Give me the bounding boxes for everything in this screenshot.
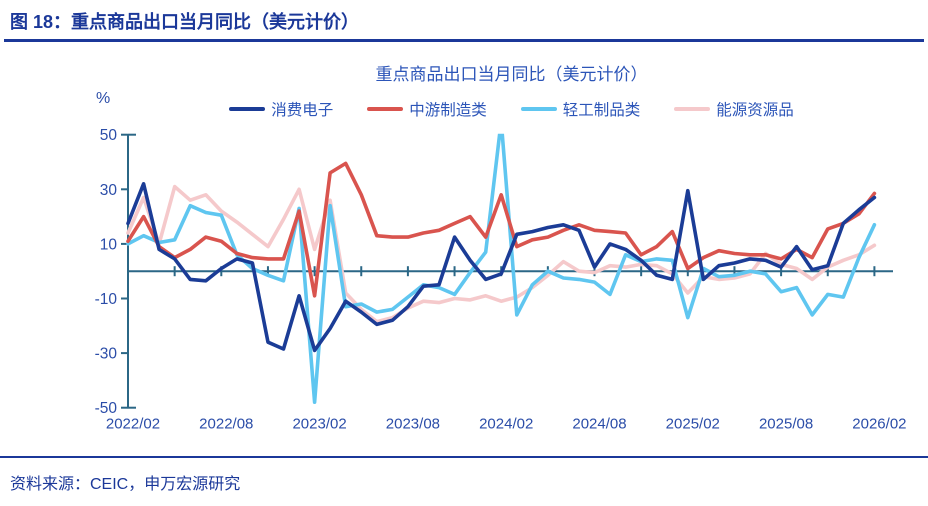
legend-label: 消费电子 (271, 102, 334, 119)
x-tick-label: 2024/02 (479, 416, 533, 433)
y-tick-label: 30 (100, 182, 118, 199)
legend-item[interactable]: 中游制造类 (367, 98, 487, 120)
legend-label: 中游制造类 (409, 102, 487, 119)
x-tick-label: 2023/08 (386, 416, 440, 433)
legend-label: 能源资源品 (716, 102, 794, 119)
legend-item[interactable]: 能源资源品 (674, 98, 794, 120)
x-tick-label: 2022/08 (199, 416, 253, 433)
x-tick-label: 2023/02 (292, 416, 346, 433)
x-tick-label: 2024/08 (572, 416, 626, 433)
legend-swatch (229, 107, 266, 111)
legend-swatch (674, 107, 711, 111)
y-tick-label: -10 (95, 291, 118, 308)
x-tick-label: 2022/02 (106, 416, 160, 433)
y-tick-label: -50 (95, 400, 118, 417)
x-tick-label: 2025/08 (759, 416, 813, 433)
x-tick-label: 2026/02 (852, 416, 906, 433)
chart-legend: 消费电子 中游制造类 轻工制品类 能源资源品 (128, 98, 895, 120)
series-line-消费电子[interactable] (126, 182, 877, 353)
figure-title: 图 18：重点商品出口当月同比（美元计价） (10, 12, 360, 32)
y-axis-unit-label: % (96, 90, 111, 107)
source-note: 资料来源：CEIC，申万宏源研究 (10, 476, 241, 493)
legend-item[interactable]: 消费电子 (229, 98, 333, 120)
legend-swatch (520, 107, 557, 111)
series-line-中游制造类[interactable] (126, 161, 877, 298)
y-tick-label: -30 (95, 346, 118, 363)
title-underline (4, 39, 924, 42)
series-line-能源资源品[interactable] (126, 184, 877, 324)
y-tick-label: 50 (100, 127, 118, 144)
legend-item[interactable]: 轻工制品类 (520, 98, 641, 120)
footer-rule (0, 456, 928, 458)
x-tick-label: 2025/02 (666, 416, 720, 433)
chart-title: 重点商品出口当月同比（美元计价） (375, 65, 648, 84)
legend-swatch (367, 107, 404, 111)
legend-label: 轻工制品类 (562, 102, 641, 119)
y-tick-label: 10 (100, 236, 118, 253)
